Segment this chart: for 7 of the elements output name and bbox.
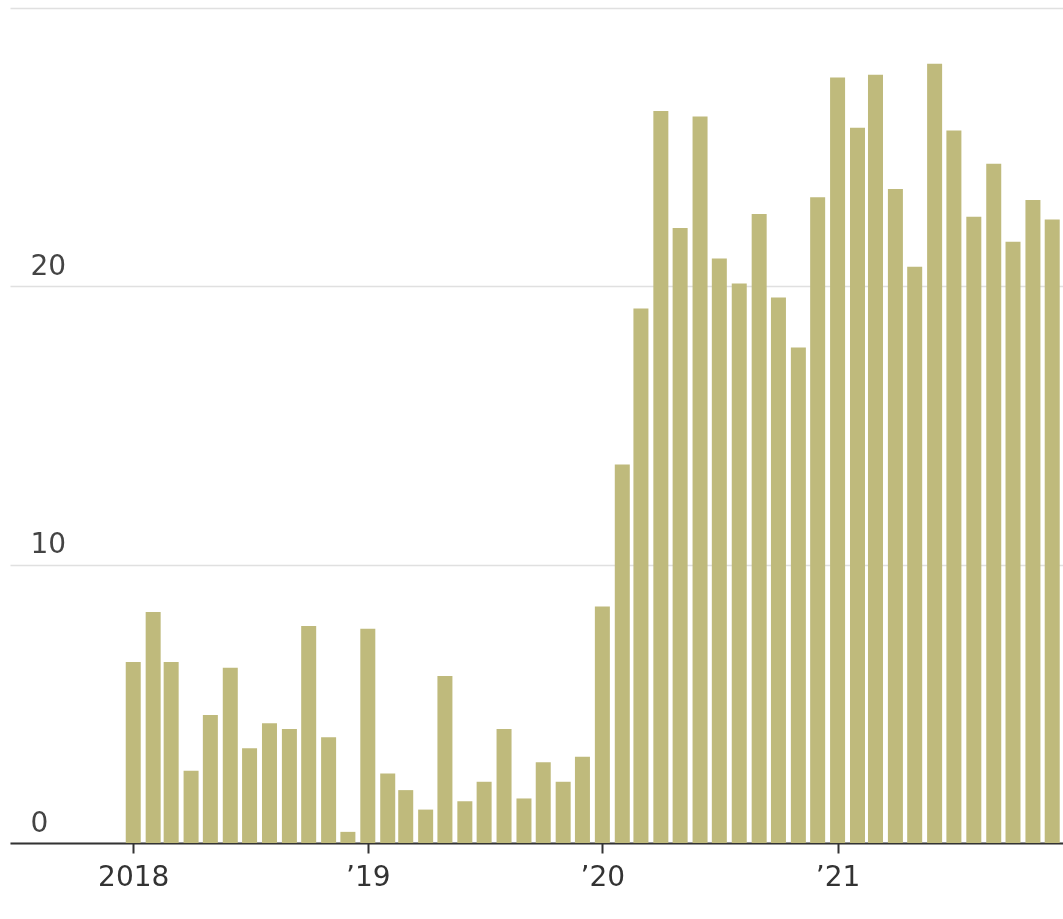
x-tick-label: ’19 bbox=[346, 859, 391, 893]
y-tick-label: 0 bbox=[30, 805, 49, 839]
y-tick-label: 10 bbox=[30, 527, 67, 561]
y-tick-label: 20 bbox=[30, 248, 67, 282]
x-tick-label: ’21 bbox=[815, 859, 861, 893]
x-tick-label: 2018 bbox=[98, 859, 170, 893]
x-tick-label: ’20 bbox=[580, 859, 626, 893]
